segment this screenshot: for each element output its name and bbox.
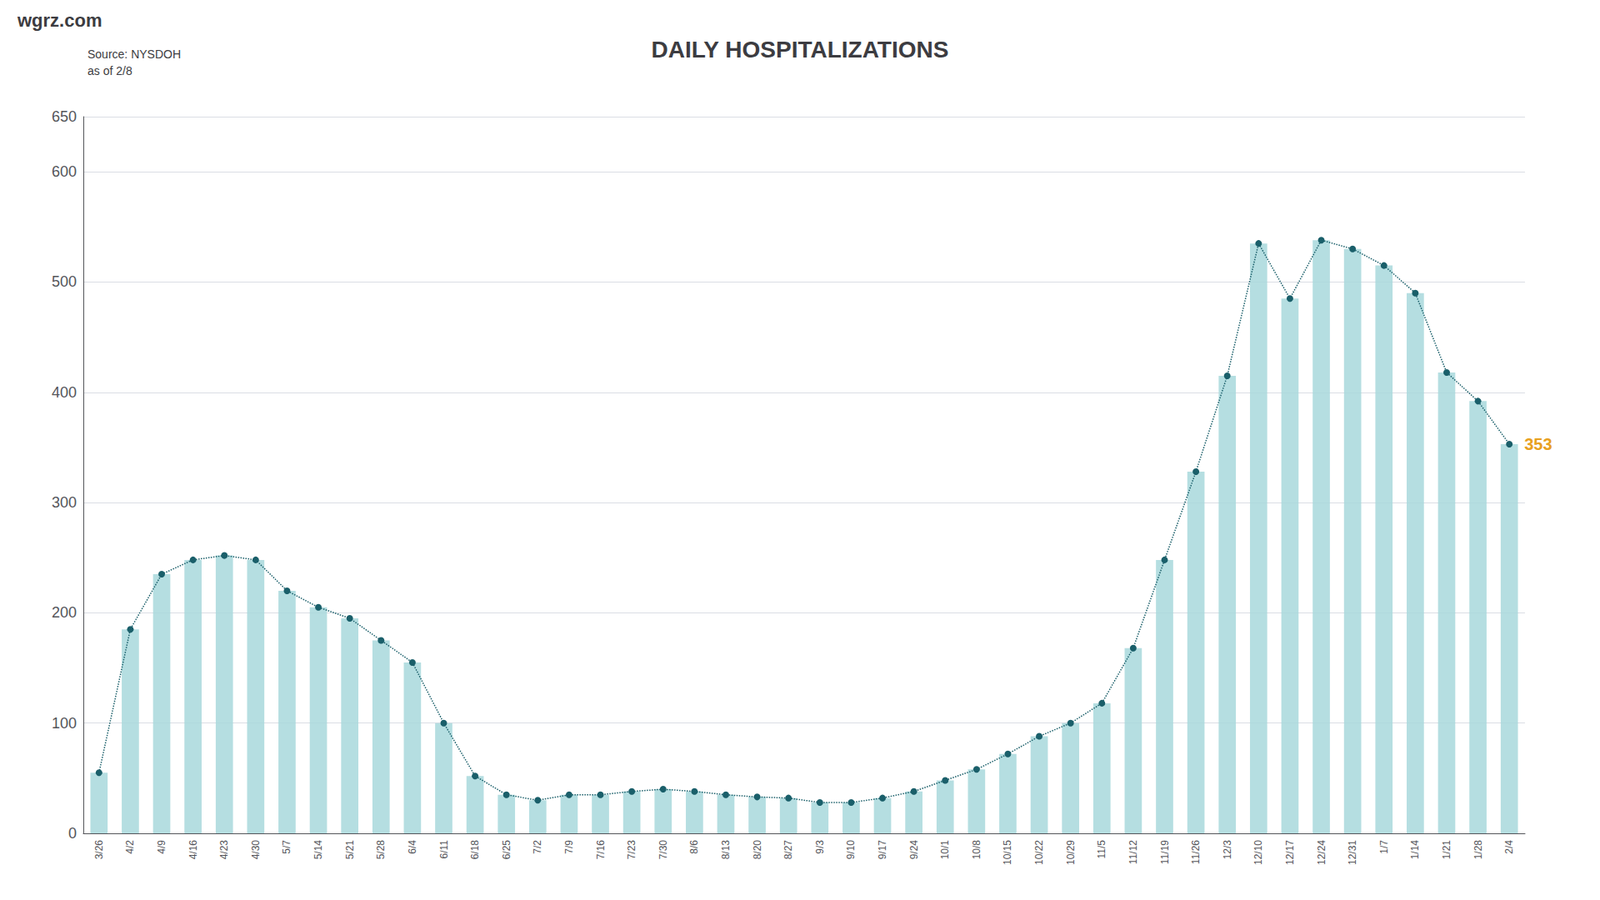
svg-text:10/29: 10/29 xyxy=(1065,840,1077,865)
svg-text:1/7: 1/7 xyxy=(1378,840,1390,855)
svg-text:8/6: 8/6 xyxy=(688,840,700,855)
svg-text:9/24: 9/24 xyxy=(908,840,920,860)
svg-text:6/25: 6/25 xyxy=(500,840,513,860)
svg-text:5/21: 5/21 xyxy=(344,840,356,860)
svg-text:9/3: 9/3 xyxy=(814,840,826,855)
svg-text:4/16: 4/16 xyxy=(187,840,200,860)
svg-text:9/10: 9/10 xyxy=(845,840,857,860)
svg-text:wgrz.com: wgrz.com xyxy=(16,10,102,31)
svg-text:5/7: 5/7 xyxy=(280,840,293,855)
svg-text:12/3: 12/3 xyxy=(1221,840,1234,860)
svg-text:9/17: 9/17 xyxy=(876,840,889,860)
svg-text:8/27: 8/27 xyxy=(782,840,795,860)
svg-text:7/2: 7/2 xyxy=(531,840,544,855)
svg-text:7/30: 7/30 xyxy=(657,840,670,860)
svg-text:12/10: 12/10 xyxy=(1252,840,1265,865)
svg-text:4/30: 4/30 xyxy=(250,840,262,860)
svg-text:11/5: 11/5 xyxy=(1095,840,1108,860)
svg-text:7/16: 7/16 xyxy=(595,840,607,860)
svg-text:11/19: 11/19 xyxy=(1159,840,1171,865)
svg-text:200: 200 xyxy=(51,604,77,621)
svg-text:2/4: 2/4 xyxy=(1503,840,1515,855)
svg-text:11/26: 11/26 xyxy=(1190,840,1202,865)
svg-text:12/24: 12/24 xyxy=(1315,840,1328,865)
svg-text:DAILY HOSPITALIZATIONS: DAILY HOSPITALIZATIONS xyxy=(651,36,950,63)
svg-text:10/8: 10/8 xyxy=(970,840,983,860)
svg-text:400: 400 xyxy=(51,384,77,401)
svg-text:8/20: 8/20 xyxy=(751,840,764,860)
svg-text:Source: NYSDOH: Source: NYSDOH xyxy=(87,47,181,61)
svg-text:1/21: 1/21 xyxy=(1440,840,1453,860)
svg-text:1/14: 1/14 xyxy=(1409,840,1421,860)
svg-text:7/23: 7/23 xyxy=(625,840,638,860)
svg-text:8/13: 8/13 xyxy=(720,840,732,860)
svg-text:12/17: 12/17 xyxy=(1284,840,1296,865)
svg-text:500: 500 xyxy=(51,273,77,290)
svg-text:100: 100 xyxy=(51,715,77,732)
svg-text:10/15: 10/15 xyxy=(1001,840,1014,865)
svg-text:353: 353 xyxy=(1524,435,1552,454)
svg-text:6/4: 6/4 xyxy=(406,840,419,855)
svg-text:3/26: 3/26 xyxy=(93,840,105,860)
svg-text:10/22: 10/22 xyxy=(1033,840,1045,865)
svg-text:10/1: 10/1 xyxy=(939,840,951,860)
svg-text:600: 600 xyxy=(51,163,77,180)
svg-text:as of 2/8: as of 2/8 xyxy=(87,64,133,78)
svg-text:12/31: 12/31 xyxy=(1346,840,1359,865)
svg-text:4/23: 4/23 xyxy=(218,840,230,860)
svg-text:11/12: 11/12 xyxy=(1127,840,1140,865)
svg-text:4/2: 4/2 xyxy=(124,840,136,855)
svg-text:0: 0 xyxy=(68,825,77,842)
svg-text:5/28: 5/28 xyxy=(375,840,387,860)
svg-text:4/9: 4/9 xyxy=(155,840,168,855)
svg-text:650: 650 xyxy=(51,108,77,125)
svg-text:300: 300 xyxy=(51,494,77,511)
svg-text:6/18: 6/18 xyxy=(469,840,481,860)
svg-text:6/11: 6/11 xyxy=(438,840,450,860)
svg-text:1/28: 1/28 xyxy=(1472,840,1485,860)
svg-text:5/14: 5/14 xyxy=(312,840,325,860)
svg-text:7/9: 7/9 xyxy=(563,840,575,855)
